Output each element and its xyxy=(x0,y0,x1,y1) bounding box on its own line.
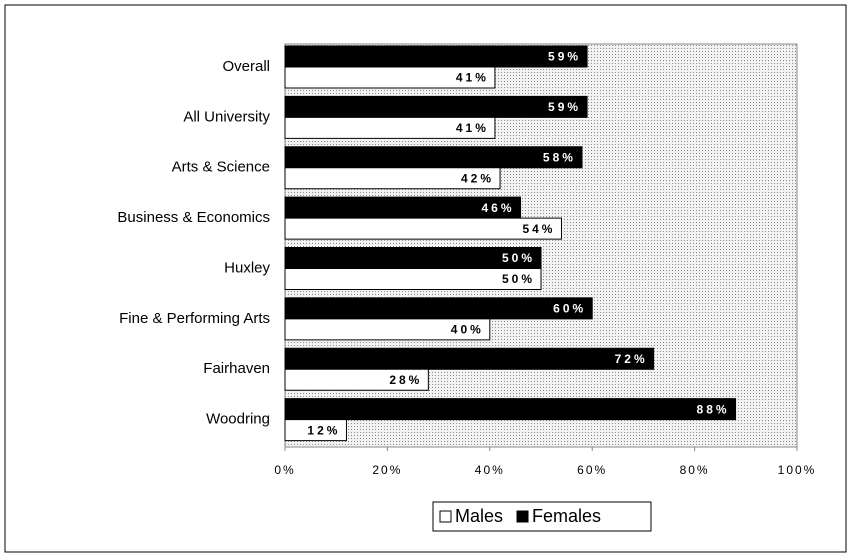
value-label: 50% xyxy=(502,272,535,286)
value-label: 88% xyxy=(697,402,730,416)
y-tick-label: Fine & Performing Arts xyxy=(119,310,270,327)
value-label: 41% xyxy=(456,121,489,135)
x-tick-label: 40% xyxy=(475,463,505,477)
value-label: 28% xyxy=(389,373,422,387)
y-tick-label: Overall xyxy=(222,58,270,75)
value-label: 58% xyxy=(543,150,576,164)
y-tick-label: Business & Economics xyxy=(117,209,270,226)
value-label: 72% xyxy=(615,352,648,366)
bar xyxy=(284,217,562,240)
bar xyxy=(284,146,583,169)
bar xyxy=(284,167,501,190)
value-label: 12% xyxy=(307,423,340,437)
value-label: 41% xyxy=(456,71,489,85)
legend-label: Males xyxy=(455,506,503,526)
x-tick-label: 80% xyxy=(680,463,710,477)
value-label: 59% xyxy=(548,100,581,114)
x-tick-label: 60% xyxy=(577,463,607,477)
bar xyxy=(284,268,542,290)
bar xyxy=(284,95,588,118)
legend-swatch xyxy=(439,510,452,523)
value-label: 54% xyxy=(522,222,555,236)
bar xyxy=(284,45,588,68)
x-tick-label: 0% xyxy=(274,463,295,477)
y-tick-label: Huxley xyxy=(224,259,270,276)
value-label: 40% xyxy=(451,323,484,337)
bar xyxy=(284,318,491,341)
legend-box xyxy=(432,501,652,532)
legend-label: Females xyxy=(532,506,601,526)
y-tick-label: Fairhaven xyxy=(203,360,270,377)
bar xyxy=(284,297,593,320)
bar xyxy=(284,398,737,421)
y-tick-label: Woodring xyxy=(206,411,270,428)
bar xyxy=(284,419,347,442)
y-tick-label: All University xyxy=(183,108,270,125)
value-label: 42% xyxy=(461,171,494,185)
y-tick-label: Arts & Science xyxy=(172,159,270,176)
value-label: 46% xyxy=(481,201,514,215)
x-tick-label: 100% xyxy=(778,463,817,477)
value-label: 60% xyxy=(553,302,586,316)
legend-swatch xyxy=(516,510,529,523)
x-tick-label: 20% xyxy=(372,463,402,477)
value-label: 59% xyxy=(548,50,581,64)
value-label: 50% xyxy=(502,251,535,265)
bar xyxy=(284,368,429,391)
frame xyxy=(4,4,847,553)
bar xyxy=(284,66,496,89)
bar xyxy=(284,347,655,370)
bar xyxy=(284,116,496,139)
